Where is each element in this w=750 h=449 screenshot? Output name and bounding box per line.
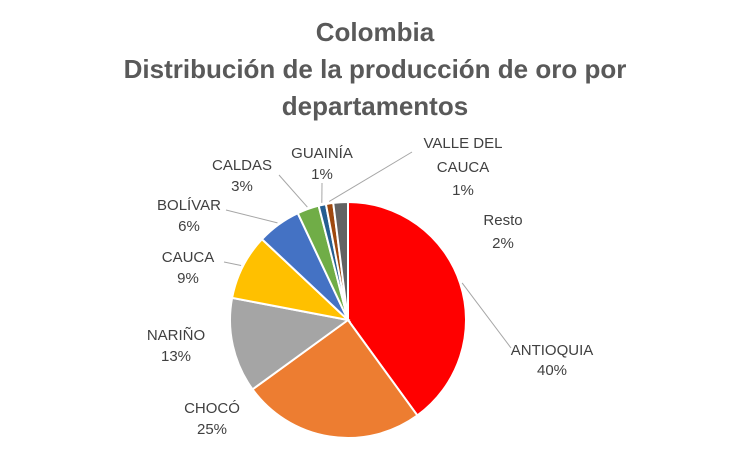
chart-title: Colombia Distribución de la producción d… — [0, 14, 750, 125]
slice-percent-label: 13% — [161, 348, 191, 365]
slice-name-label: NARIÑO — [147, 327, 205, 344]
pie-slices — [229, 200, 467, 439]
slice-name-label: CAUCA — [162, 249, 215, 266]
slice-percent-label: 40% — [537, 362, 567, 379]
leader-line — [223, 261, 242, 267]
pie-slice-nari-o — [229, 296, 351, 391]
slice-percent-label: 1% — [311, 166, 333, 183]
slice-percent-label: 3% — [231, 178, 253, 195]
leader-lines — [223, 151, 512, 349]
slice-name-label: GUAINÍA — [291, 145, 353, 162]
slice-name-label: CHOCÓ — [184, 400, 240, 417]
chart-title-line-3: departamentos — [281, 91, 469, 121]
slice-name-label: ANTIOQUIA — [511, 342, 594, 359]
slice-name-label: BOLÍVAR — [157, 197, 221, 214]
leader-line — [278, 174, 308, 208]
slice-name-label: CAUCA — [437, 159, 490, 176]
pie-slice-choc- — [251, 318, 419, 439]
chart-title-line-2: Distribución de la producción de oro por — [123, 54, 627, 84]
pie-slice-resto — [332, 200, 349, 321]
leader-line — [225, 209, 278, 224]
slice-percent-label: 6% — [178, 218, 200, 235]
leader-line — [461, 282, 512, 349]
slice-percent-label: 9% — [177, 270, 199, 287]
slice-percent-label: 1% — [452, 182, 474, 199]
pie-slice-antioquia — [347, 200, 467, 417]
slice-name-label: CALDAS — [212, 157, 272, 174]
chart-title-line-1: Colombia — [315, 17, 435, 47]
slice-percent-label: 25% — [197, 421, 227, 438]
slice-name-label: VALLE DEL — [424, 135, 503, 152]
leader-line — [328, 151, 413, 202]
slice-name-label: Resto — [483, 212, 522, 229]
slice-labels: ANTIOQUIA 40% CHOCÓ 25% NARIÑO 13% CAUCA 9% BOLÍ… — [147, 135, 593, 438]
slice-percent-label: 2% — [492, 235, 514, 252]
